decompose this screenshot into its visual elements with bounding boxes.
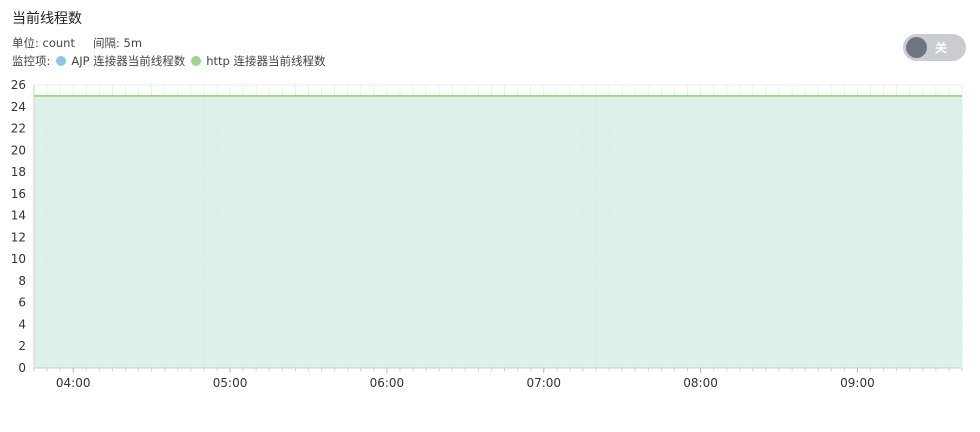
- y-tick-label: 26: [11, 78, 26, 92]
- y-tick-label: 18: [11, 165, 26, 179]
- x-tick-label: 05:00: [213, 376, 248, 390]
- y-tick-label: 16: [11, 187, 26, 201]
- legend-label-ajp: AJP 连接器当前线程数: [71, 54, 186, 68]
- legend-prefix: 监控项:: [12, 54, 51, 68]
- x-tick-label: 06:00: [370, 376, 405, 390]
- y-tick-label: 22: [11, 122, 26, 136]
- legend: 监控项: AJP 连接器当前线程数 http 连接器当前线程数: [12, 53, 326, 69]
- y-tick-label: 2: [18, 339, 26, 353]
- y-tick-label: 24: [11, 100, 26, 114]
- x-tick-label: 09:00: [840, 376, 875, 390]
- legend-label-http: http 连接器当前线程数: [206, 54, 326, 68]
- unit-label: 单位: count: [12, 36, 75, 50]
- legend-item-http[interactable]: http 连接器当前线程数: [191, 53, 326, 69]
- y-tick-label: 8: [18, 274, 26, 288]
- y-tick-label: 20: [11, 143, 26, 157]
- y-tick-label: 10: [11, 252, 26, 266]
- toggle-switch[interactable]: 关: [903, 34, 966, 61]
- y-tick-label: 0: [18, 361, 26, 375]
- y-tick-label: 12: [11, 230, 26, 244]
- x-tick-label: 08:00: [683, 376, 718, 390]
- y-tick-label: 6: [18, 296, 26, 310]
- legend-dot-icon: [191, 56, 202, 66]
- legend-dot-icon: [56, 56, 67, 66]
- chart-meta: 单位: count 间隔: 5m: [12, 35, 142, 51]
- x-tick-label: 07:00: [526, 376, 561, 390]
- y-tick-label: 14: [11, 209, 26, 223]
- toggle-knob-icon: [906, 37, 927, 58]
- toggle-label: 关: [935, 41, 948, 55]
- x-tick-label: 04:00: [56, 376, 91, 390]
- chart-title: 当前线程数: [12, 11, 82, 27]
- legend-item-ajp[interactable]: AJP 连接器当前线程数: [56, 53, 185, 69]
- interval-label: 间隔: 5m: [92, 36, 143, 50]
- series-area-http: [34, 95, 962, 368]
- y-tick-label: 4: [18, 317, 26, 331]
